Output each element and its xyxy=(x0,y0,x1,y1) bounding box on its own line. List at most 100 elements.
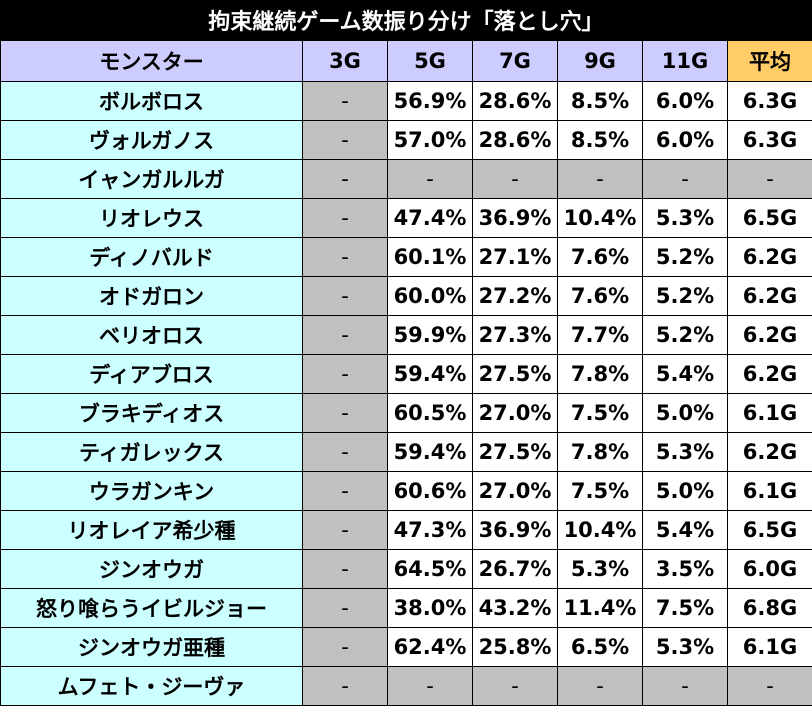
cell-9g: - xyxy=(557,159,643,199)
cell-5g: - xyxy=(387,666,473,706)
monster-name-cell: リオレウス xyxy=(0,198,303,238)
cell-5g: 59.4% xyxy=(387,354,473,394)
table-row: ティガレックス -59.4% 27.5% 7.8% 5.3% 6.2G xyxy=(0,432,812,472)
cell-9g: 11.4% xyxy=(557,588,643,628)
cell-5g: 59.9% xyxy=(387,315,473,355)
cell-9g: 7.5% xyxy=(557,393,643,433)
monster-name-cell: イャンガルルガ xyxy=(0,159,303,199)
cell-11g: 5.0% xyxy=(642,471,728,511)
cell-3g: - xyxy=(302,120,388,160)
cell-3g: - xyxy=(302,666,388,706)
cell-7g: 27.5% xyxy=(472,432,558,472)
cell-3g: - xyxy=(302,198,388,238)
cell-9g: 7.5% xyxy=(557,471,643,511)
data-table: モンスター 3G 5G 7G 9G 11G 平均 ボルボロス -56.9% 28.6… xyxy=(0,40,812,706)
cell-3g: - xyxy=(302,588,388,628)
cell-average: 6.5G xyxy=(727,510,812,550)
cell-average: 6.0G xyxy=(727,549,812,589)
cell-9g: 8.5% xyxy=(557,81,643,121)
cell-7g: 27.0% xyxy=(472,393,558,433)
monster-name-cell: ヴォルガノス xyxy=(0,120,303,160)
cell-11g: 7.5% xyxy=(642,588,728,628)
header-5g: 5G xyxy=(387,40,473,82)
cell-11g: 5.3% xyxy=(642,198,728,238)
monster-name-cell: ディアブロス xyxy=(0,354,303,394)
cell-9g: - xyxy=(557,666,643,706)
header-average: 平均 xyxy=(727,40,812,82)
table-row: ジンオウガ -64.5% 26.7% 5.3% 3.5% 6.0G xyxy=(0,549,812,589)
cell-11g: 5.2% xyxy=(642,237,728,277)
header-row: モンスター 3G 5G 7G 9G 11G 平均 xyxy=(0,40,812,82)
cell-3g: - xyxy=(302,159,388,199)
table-row: ジンオウガ亜種 -62.4% 25.8% 6.5% 5.3% 6.1G xyxy=(0,627,812,667)
monster-name-cell: ベリオロス xyxy=(0,315,303,355)
cell-9g: 7.6% xyxy=(557,276,643,316)
monster-name-cell: ジンオウガ xyxy=(0,549,303,589)
cell-11g: 3.5% xyxy=(642,549,728,589)
cell-9g: 8.5% xyxy=(557,120,643,160)
cell-11g: 5.2% xyxy=(642,276,728,316)
cell-11g: 5.4% xyxy=(642,354,728,394)
cell-5g: 64.5% xyxy=(387,549,473,589)
cell-3g: - xyxy=(302,627,388,667)
cell-average: 6.3G xyxy=(727,120,812,160)
monster-name-cell: ティガレックス xyxy=(0,432,303,472)
cell-3g: - xyxy=(302,276,388,316)
table-row: ディノバルド -60.1% 27.1% 7.6% 5.2% 6.2G xyxy=(0,237,812,277)
cell-9g: 5.3% xyxy=(557,549,643,589)
table-row: ベリオロス -59.9% 27.3% 7.7% 5.2% 6.2G xyxy=(0,315,812,355)
cell-average: 6.1G xyxy=(727,393,812,433)
cell-7g: 27.2% xyxy=(472,276,558,316)
cell-average: 6.2G xyxy=(727,354,812,394)
cell-5g: 47.3% xyxy=(387,510,473,550)
header-monster: モンスター xyxy=(0,40,303,82)
cell-average: 6.1G xyxy=(727,627,812,667)
table-row: リオレウス -47.4% 36.9% 10.4% 5.3% 6.5G xyxy=(0,198,812,238)
table-row: リオレイア希少種 -47.3% 36.9% 10.4% 5.4% 6.5G xyxy=(0,510,812,550)
cell-average: 6.8G xyxy=(727,588,812,628)
cell-7g: 26.7% xyxy=(472,549,558,589)
cell-7g: 36.9% xyxy=(472,198,558,238)
cell-average: 6.5G xyxy=(727,198,812,238)
table-body: ボルボロス -56.9% 28.6% 8.5% 6.0% 6.3G ヴォルガノス -57.0%… xyxy=(0,81,812,706)
header-9g: 9G xyxy=(557,40,643,82)
cell-11g: - xyxy=(642,159,728,199)
cell-average: 6.2G xyxy=(727,315,812,355)
monster-name-cell: ウラガンキン xyxy=(0,471,303,511)
cell-7g: - xyxy=(472,666,558,706)
table-row: ボルボロス -56.9% 28.6% 8.5% 6.0% 6.3G xyxy=(0,81,812,121)
cell-3g: - xyxy=(302,354,388,394)
cell-5g: 47.4% xyxy=(387,198,473,238)
cell-9g: 7.7% xyxy=(557,315,643,355)
cell-3g: - xyxy=(302,81,388,121)
cell-3g: - xyxy=(302,549,388,589)
cell-average: 6.2G xyxy=(727,276,812,316)
cell-3g: - xyxy=(302,510,388,550)
cell-9g: 10.4% xyxy=(557,510,643,550)
cell-5g: 60.6% xyxy=(387,471,473,511)
cell-7g: 28.6% xyxy=(472,81,558,121)
monster-name-cell: 怒り喰らうイビルジョー xyxy=(0,588,303,628)
cell-5g: 60.5% xyxy=(387,393,473,433)
cell-7g: 27.5% xyxy=(472,354,558,394)
cell-7g: 27.3% xyxy=(472,315,558,355)
cell-3g: - xyxy=(302,315,388,355)
table-row: ヴォルガノス -57.0% 28.6% 8.5% 6.0% 6.3G xyxy=(0,120,812,160)
cell-5g: 59.4% xyxy=(387,432,473,472)
cell-average: - xyxy=(727,159,812,199)
cell-5g: 56.9% xyxy=(387,81,473,121)
cell-9g: 7.6% xyxy=(557,237,643,277)
cell-5g: 57.0% xyxy=(387,120,473,160)
cell-7g: 25.8% xyxy=(472,627,558,667)
cell-average: 6.2G xyxy=(727,432,812,472)
cell-5g: 62.4% xyxy=(387,627,473,667)
cell-5g: 38.0% xyxy=(387,588,473,628)
table-row: ウラガンキン -60.6% 27.0% 7.5% 5.0% 6.1G xyxy=(0,471,812,511)
cell-7g: 27.1% xyxy=(472,237,558,277)
cell-11g: 6.0% xyxy=(642,120,728,160)
table-row: ブラキディオス -60.5% 27.0% 7.5% 5.0% 6.1G xyxy=(0,393,812,433)
cell-7g: 28.6% xyxy=(472,120,558,160)
cell-3g: - xyxy=(302,393,388,433)
cell-5g: 60.0% xyxy=(387,276,473,316)
